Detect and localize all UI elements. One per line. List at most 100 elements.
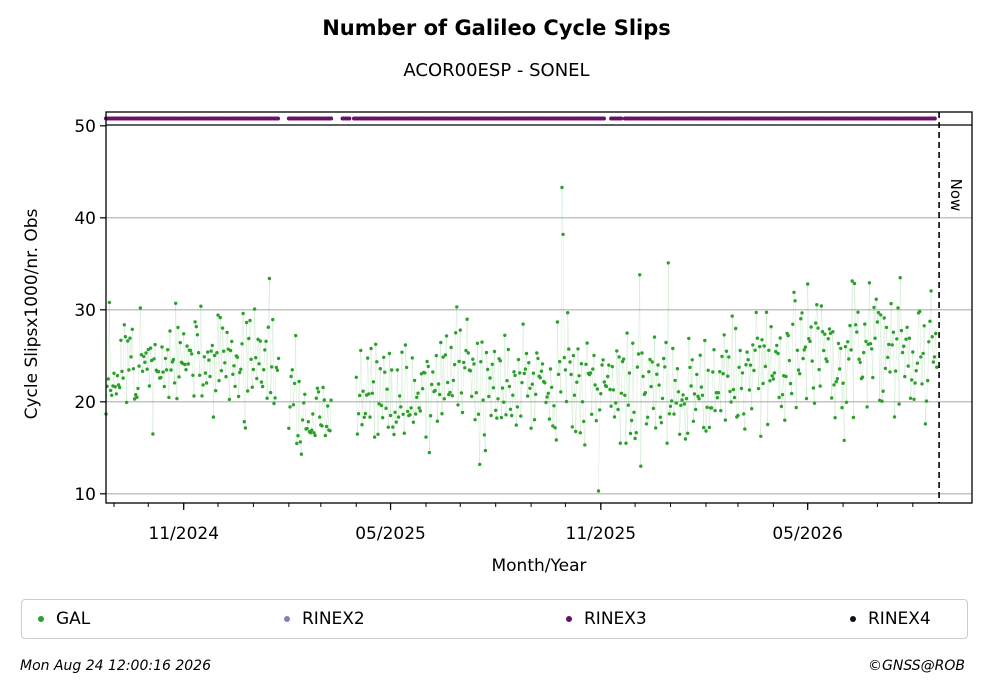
gal-point [449, 345, 453, 350]
gal-point [370, 391, 374, 395]
gal-point [306, 420, 310, 424]
gal-point [210, 343, 214, 348]
gal-point [687, 336, 691, 341]
gal-point [387, 351, 392, 356]
gal-point [646, 415, 650, 419]
gal-point [726, 374, 730, 378]
gal-point [796, 368, 801, 372]
gal-point [615, 349, 619, 353]
gal-point [608, 387, 612, 392]
gal-point [479, 360, 483, 364]
gal-point [127, 368, 131, 372]
gal-point [512, 370, 516, 374]
gal-point [793, 299, 797, 303]
gal-point [171, 357, 176, 362]
gal-point [494, 408, 498, 412]
gal-point [504, 413, 508, 417]
gal-point [209, 349, 213, 353]
gal-point [814, 321, 818, 325]
gal-point [692, 392, 697, 396]
gal-point [527, 361, 531, 365]
gal-point [691, 419, 696, 423]
gal-point [118, 385, 122, 390]
gal-point [718, 370, 722, 374]
y-tick-label: 40 [74, 209, 96, 229]
gal-point [770, 374, 774, 378]
gal-point [777, 395, 781, 400]
gal-point [223, 361, 227, 365]
gal-point [748, 363, 753, 367]
gal-point [235, 355, 240, 359]
gal-point [122, 323, 127, 327]
gal-point [624, 441, 628, 445]
gal-point [800, 311, 804, 315]
gal-point [385, 387, 389, 391]
gal-point [270, 365, 274, 369]
gal-point [761, 381, 765, 386]
gal-point [811, 386, 816, 390]
x-tick-label: 11/2024 [148, 524, 219, 544]
gal-point [267, 276, 272, 281]
gal-point [580, 400, 585, 404]
gal-point [526, 394, 530, 398]
legend-item-rinex2: RINEX2 [284, 600, 365, 638]
gal-point [931, 360, 936, 364]
gal-point [463, 366, 467, 370]
gal-point [898, 276, 902, 280]
gal-point [257, 362, 261, 366]
gal-point [290, 368, 294, 372]
gal-point [177, 375, 181, 379]
gal-point [590, 412, 594, 416]
gal-point [706, 368, 710, 372]
plot-frame [105, 111, 973, 504]
gal-point [424, 435, 428, 439]
gal-point [697, 397, 701, 401]
gal-point [471, 357, 475, 361]
gal-point [459, 391, 464, 395]
gal-point [524, 351, 529, 356]
gal-point [167, 395, 171, 400]
gal-point [106, 377, 111, 381]
gal-point [498, 359, 502, 363]
gal-point [215, 351, 219, 355]
gal-point [222, 349, 226, 353]
gal-point [847, 357, 851, 361]
gal-point [833, 416, 837, 420]
gal-point [142, 354, 146, 359]
gal-point [592, 353, 596, 358]
gal-point [502, 400, 506, 404]
gal-point [912, 397, 916, 401]
gal-point [161, 370, 165, 374]
gal-point [668, 404, 673, 408]
gal-point [926, 378, 930, 383]
gal-point [632, 410, 636, 414]
gal-point [729, 400, 733, 404]
gal-point [611, 388, 616, 392]
gal-point [266, 325, 270, 329]
gal-point [110, 393, 114, 397]
gal-point [243, 426, 248, 430]
gal-point [635, 365, 640, 369]
gal-point [656, 363, 660, 367]
gal-point [143, 360, 147, 364]
gal-point [378, 367, 382, 371]
gal-point [287, 426, 291, 430]
gal-point [188, 348, 193, 353]
gal-point [434, 353, 438, 358]
gal-point [604, 384, 609, 389]
gal-point [563, 368, 568, 372]
gal-point [769, 325, 773, 329]
gal-point [404, 365, 409, 370]
gal-point [178, 340, 182, 345]
gal-point [386, 425, 390, 429]
gal-point [839, 346, 843, 351]
gal-point [510, 413, 514, 418]
gal-point [499, 415, 504, 420]
gal-point [289, 374, 293, 379]
gal-point [676, 390, 681, 394]
gal-point [369, 346, 373, 351]
gal-point [556, 372, 561, 377]
gal-point [923, 422, 928, 426]
gal-point [663, 365, 667, 369]
gal-point [784, 374, 788, 379]
